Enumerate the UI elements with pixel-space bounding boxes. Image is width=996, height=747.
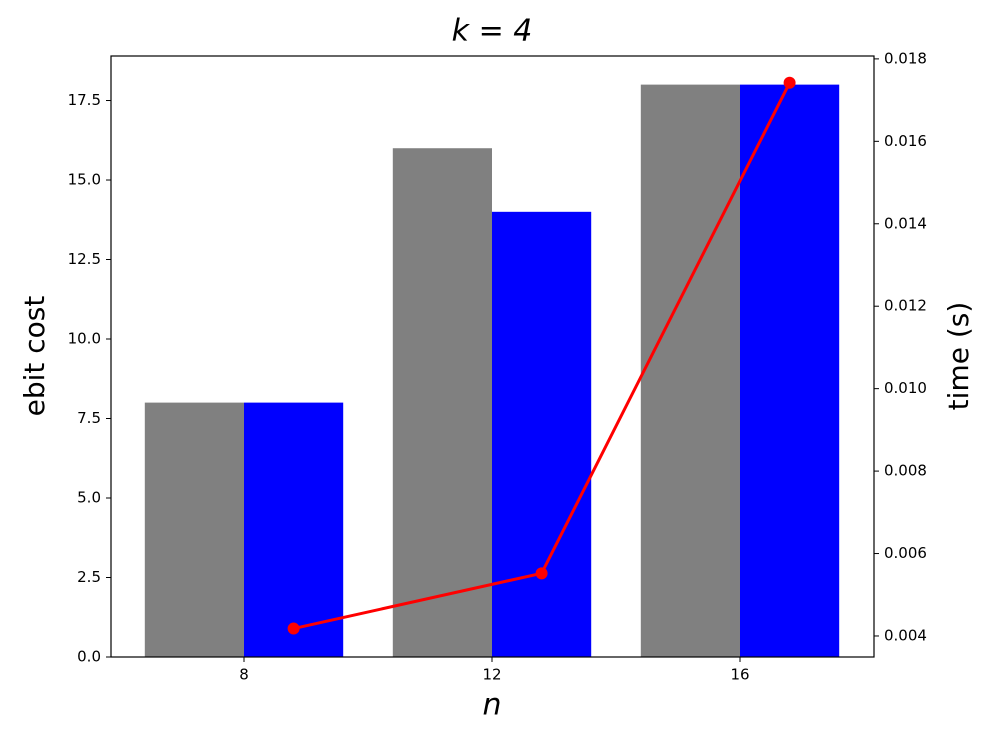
y-tick-label: 17.5 xyxy=(68,91,101,109)
y-tick-label: 5.0 xyxy=(77,489,101,507)
y-tick-label: 12.5 xyxy=(68,250,101,268)
y-tick-label: 15.0 xyxy=(68,171,101,189)
bar xyxy=(640,84,740,658)
y-tick-label: 2.5 xyxy=(77,568,101,586)
y2-tick-label: 0.006 xyxy=(884,544,927,562)
bar xyxy=(144,402,244,657)
chart-title: k = 4 xyxy=(452,14,533,49)
x-axis-label: n xyxy=(482,688,501,723)
y2-tick-label: 0.016 xyxy=(884,132,927,150)
y2-tick-label: 0.018 xyxy=(884,49,927,67)
y2-tick-label: 0.010 xyxy=(884,379,927,397)
x-tick-label: 16 xyxy=(730,666,749,684)
y-tick-label: 10.0 xyxy=(68,330,101,348)
y-axis-label: ebit cost xyxy=(18,296,51,417)
bar xyxy=(392,148,492,658)
bar xyxy=(740,84,840,658)
y2-tick-label: 0.014 xyxy=(884,214,927,232)
point xyxy=(783,76,796,89)
y2-axis-label: time (s) xyxy=(942,302,975,411)
x-tick-label: 8 xyxy=(239,666,249,684)
y2-tick-label: 0.004 xyxy=(884,626,927,644)
point xyxy=(287,622,300,635)
y2-tick-label: 0.012 xyxy=(884,297,927,315)
bar xyxy=(492,211,592,657)
y-tick-label: 0.0 xyxy=(77,648,101,666)
point xyxy=(535,567,548,580)
bar xyxy=(244,402,344,657)
x-tick-label: 12 xyxy=(482,666,501,684)
y2-tick-label: 0.008 xyxy=(884,462,927,480)
y-tick-label: 7.5 xyxy=(77,409,101,427)
